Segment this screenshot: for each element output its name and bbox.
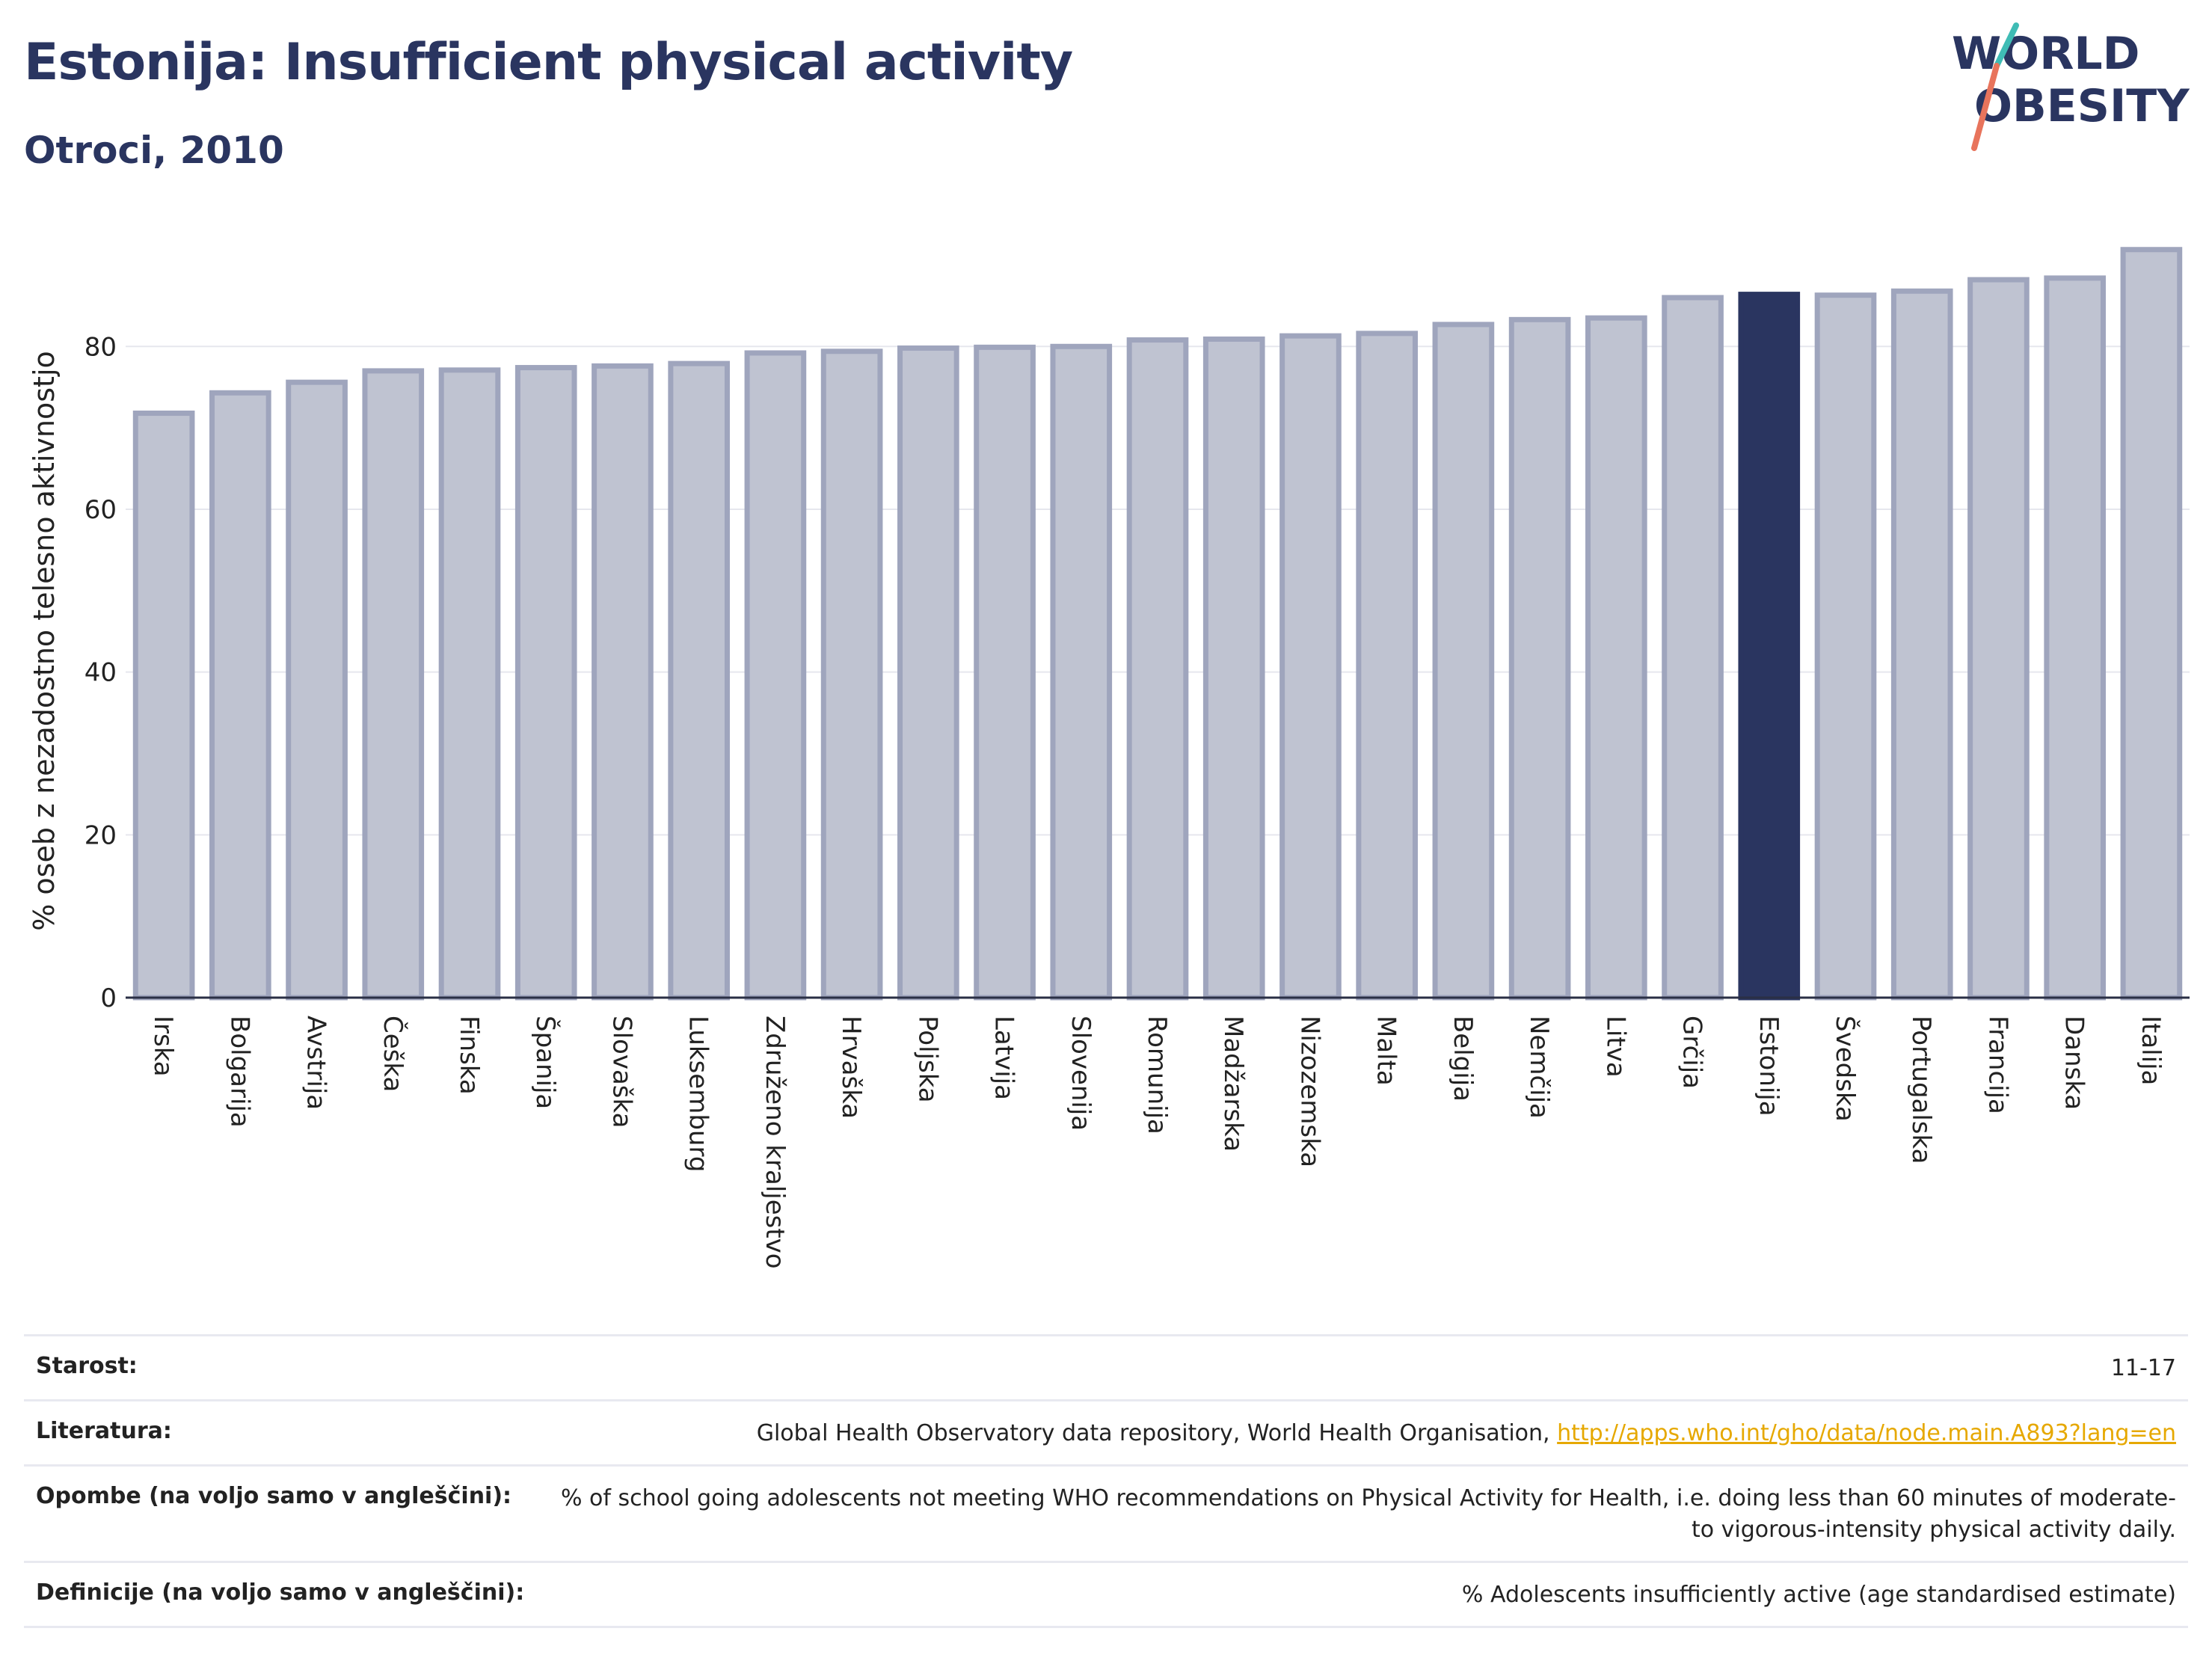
references-text: Global Health Observatory data repositor… bbox=[756, 1420, 1550, 1446]
references-value: Global Health Observatory data repositor… bbox=[202, 1418, 2176, 1449]
x-tick-label: Litva bbox=[1600, 1016, 1630, 1078]
x-tick-label: Nemčija bbox=[1524, 1016, 1554, 1119]
x-tick-label: Belgija bbox=[1448, 1016, 1478, 1102]
y-axis-ticks: 0 20 40 60 80 bbox=[85, 332, 117, 1013]
chart-subtitle: Otroci, 2010 bbox=[24, 129, 284, 172]
x-tick-label: Danska bbox=[2059, 1016, 2089, 1110]
bar-Španija[interactable] bbox=[514, 365, 577, 1001]
info-row-notes: Opombe (na voljo samo v angleščini): % o… bbox=[24, 1464, 2188, 1561]
bar-Slovenija[interactable] bbox=[1050, 343, 1113, 1001]
bar-Malta[interactable] bbox=[1356, 331, 1418, 1001]
y-axis-label: % oseb z nezadostno telesno aktivnostjo bbox=[28, 351, 61, 931]
logo-line1: WORLD bbox=[1952, 28, 2139, 80]
x-tick-label: Malta bbox=[1371, 1016, 1401, 1086]
x-tick-label: Grčija bbox=[1677, 1016, 1707, 1089]
notes-value: % of school going adolescents not meetin… bbox=[560, 1485, 2176, 1543]
chart-title: Estonija: Insufficient physical activity bbox=[24, 33, 1073, 92]
definitions-label: Definicije (na voljo samo v angleščini): bbox=[36, 1579, 525, 1606]
x-tick-label: Portugalska bbox=[1906, 1016, 1936, 1164]
x-tick-label: Italija bbox=[2136, 1016, 2166, 1085]
x-tick-label: Estonija bbox=[1754, 1016, 1784, 1117]
x-tick-label: Romunija bbox=[1142, 1016, 1172, 1134]
bar-chart: 0 20 40 60 80 Irska Bolgarija Avstrija Češka Fin… bbox=[28, 247, 2190, 1269]
bar-Poljska[interactable] bbox=[897, 345, 959, 1001]
y-tick-label: 0 bbox=[100, 983, 117, 1013]
age-value: 11-17 bbox=[2110, 1355, 2176, 1381]
x-tick-label: Irska bbox=[148, 1016, 178, 1077]
x-tick-label: Španija bbox=[530, 1016, 561, 1109]
x-tick-label: Hrvaška bbox=[836, 1016, 866, 1119]
bar-Luksemburg[interactable] bbox=[668, 360, 730, 1001]
x-tick-label: Avstrija bbox=[301, 1016, 331, 1110]
bar-Slovaška[interactable] bbox=[592, 363, 654, 1001]
bar-Belgija[interactable] bbox=[1432, 322, 1495, 1001]
bar-Združeno kraljestvo[interactable] bbox=[744, 350, 807, 1001]
bar-Finska[interactable] bbox=[438, 367, 501, 1001]
x-tick-label: Luksemburg bbox=[683, 1016, 713, 1172]
bar-Francija[interactable] bbox=[1967, 277, 2030, 1001]
bar-Hrvaška[interactable] bbox=[820, 348, 883, 1001]
x-tick-label: Češka bbox=[378, 1016, 408, 1092]
references-label: Literatura: bbox=[36, 1418, 172, 1444]
y-tick-label: 60 bbox=[85, 495, 117, 525]
bar-Irska[interactable] bbox=[132, 411, 195, 1001]
y-tick-label: 20 bbox=[85, 820, 117, 850]
bar-Grčija[interactable] bbox=[1662, 295, 1724, 1001]
age-label: Starost: bbox=[36, 1353, 138, 1379]
world-obesity-logo: WORLD OBESITY bbox=[1952, 22, 2190, 151]
bar-Švedska[interactable] bbox=[1814, 292, 1877, 1001]
bar-Litva[interactable] bbox=[1585, 315, 1647, 1001]
x-tick-label: Finska bbox=[454, 1016, 484, 1095]
info-table: Starost: 11-17 Literatura: Global Health… bbox=[24, 1334, 2188, 1628]
info-row-definitions: Definicije (na voljo samo v angleščini):… bbox=[24, 1561, 2188, 1628]
x-tick-label: Slovaška bbox=[606, 1016, 636, 1128]
x-tick-label: Švedska bbox=[1830, 1016, 1861, 1122]
x-tick-label: Slovenija bbox=[1066, 1016, 1096, 1131]
x-tick-label: Madžarska bbox=[1218, 1016, 1248, 1152]
definitions-value: % Adolescents insufficiently active (age… bbox=[1461, 1582, 2176, 1608]
x-tick-label: Francija bbox=[1982, 1016, 2012, 1114]
bar-Estonija[interactable] bbox=[1738, 292, 1801, 1001]
info-row-references: Literatura: Global Health Observatory da… bbox=[24, 1399, 2188, 1464]
x-tick-label: Poljska bbox=[912, 1016, 942, 1103]
x-tick-label: Nizozemska bbox=[1294, 1016, 1324, 1167]
bar-Italija[interactable] bbox=[2120, 247, 2183, 1001]
references-link[interactable]: http://apps.who.int/gho/data/node.main.A… bbox=[1557, 1420, 2176, 1446]
info-row-age: Starost: 11-17 bbox=[24, 1334, 2188, 1399]
bar-Latvija[interactable] bbox=[974, 344, 1036, 1001]
bar-Bolgarija[interactable] bbox=[209, 390, 271, 1001]
bar-Češka[interactable] bbox=[362, 368, 425, 1001]
x-tick-label: Združeno kraljestvo bbox=[760, 1016, 790, 1269]
bar-Madžarska[interactable] bbox=[1202, 336, 1265, 1001]
logo-line2: OBESITY bbox=[1974, 80, 2190, 132]
bar-Portugalska[interactable] bbox=[1890, 288, 1953, 1001]
bar-Nizozemska[interactable] bbox=[1279, 333, 1342, 1001]
x-tick-label: Latvija bbox=[989, 1016, 1019, 1100]
x-axis-ticks: Irska Bolgarija Avstrija Češka Finska Španija… bbox=[148, 1016, 2166, 1269]
bar-Danska[interactable] bbox=[2044, 275, 2106, 1001]
bars bbox=[132, 247, 2183, 1001]
bar-Avstrija[interactable] bbox=[286, 379, 348, 1001]
y-tick-label: 40 bbox=[85, 658, 117, 688]
bar-Romunija[interactable] bbox=[1126, 337, 1189, 1001]
x-tick-label: Bolgarija bbox=[224, 1016, 254, 1128]
notes-label: Opombe (na voljo samo v angleščini): bbox=[36, 1483, 512, 1509]
bar-Nemčija[interactable] bbox=[1508, 316, 1571, 1001]
y-tick-label: 80 bbox=[85, 332, 117, 362]
